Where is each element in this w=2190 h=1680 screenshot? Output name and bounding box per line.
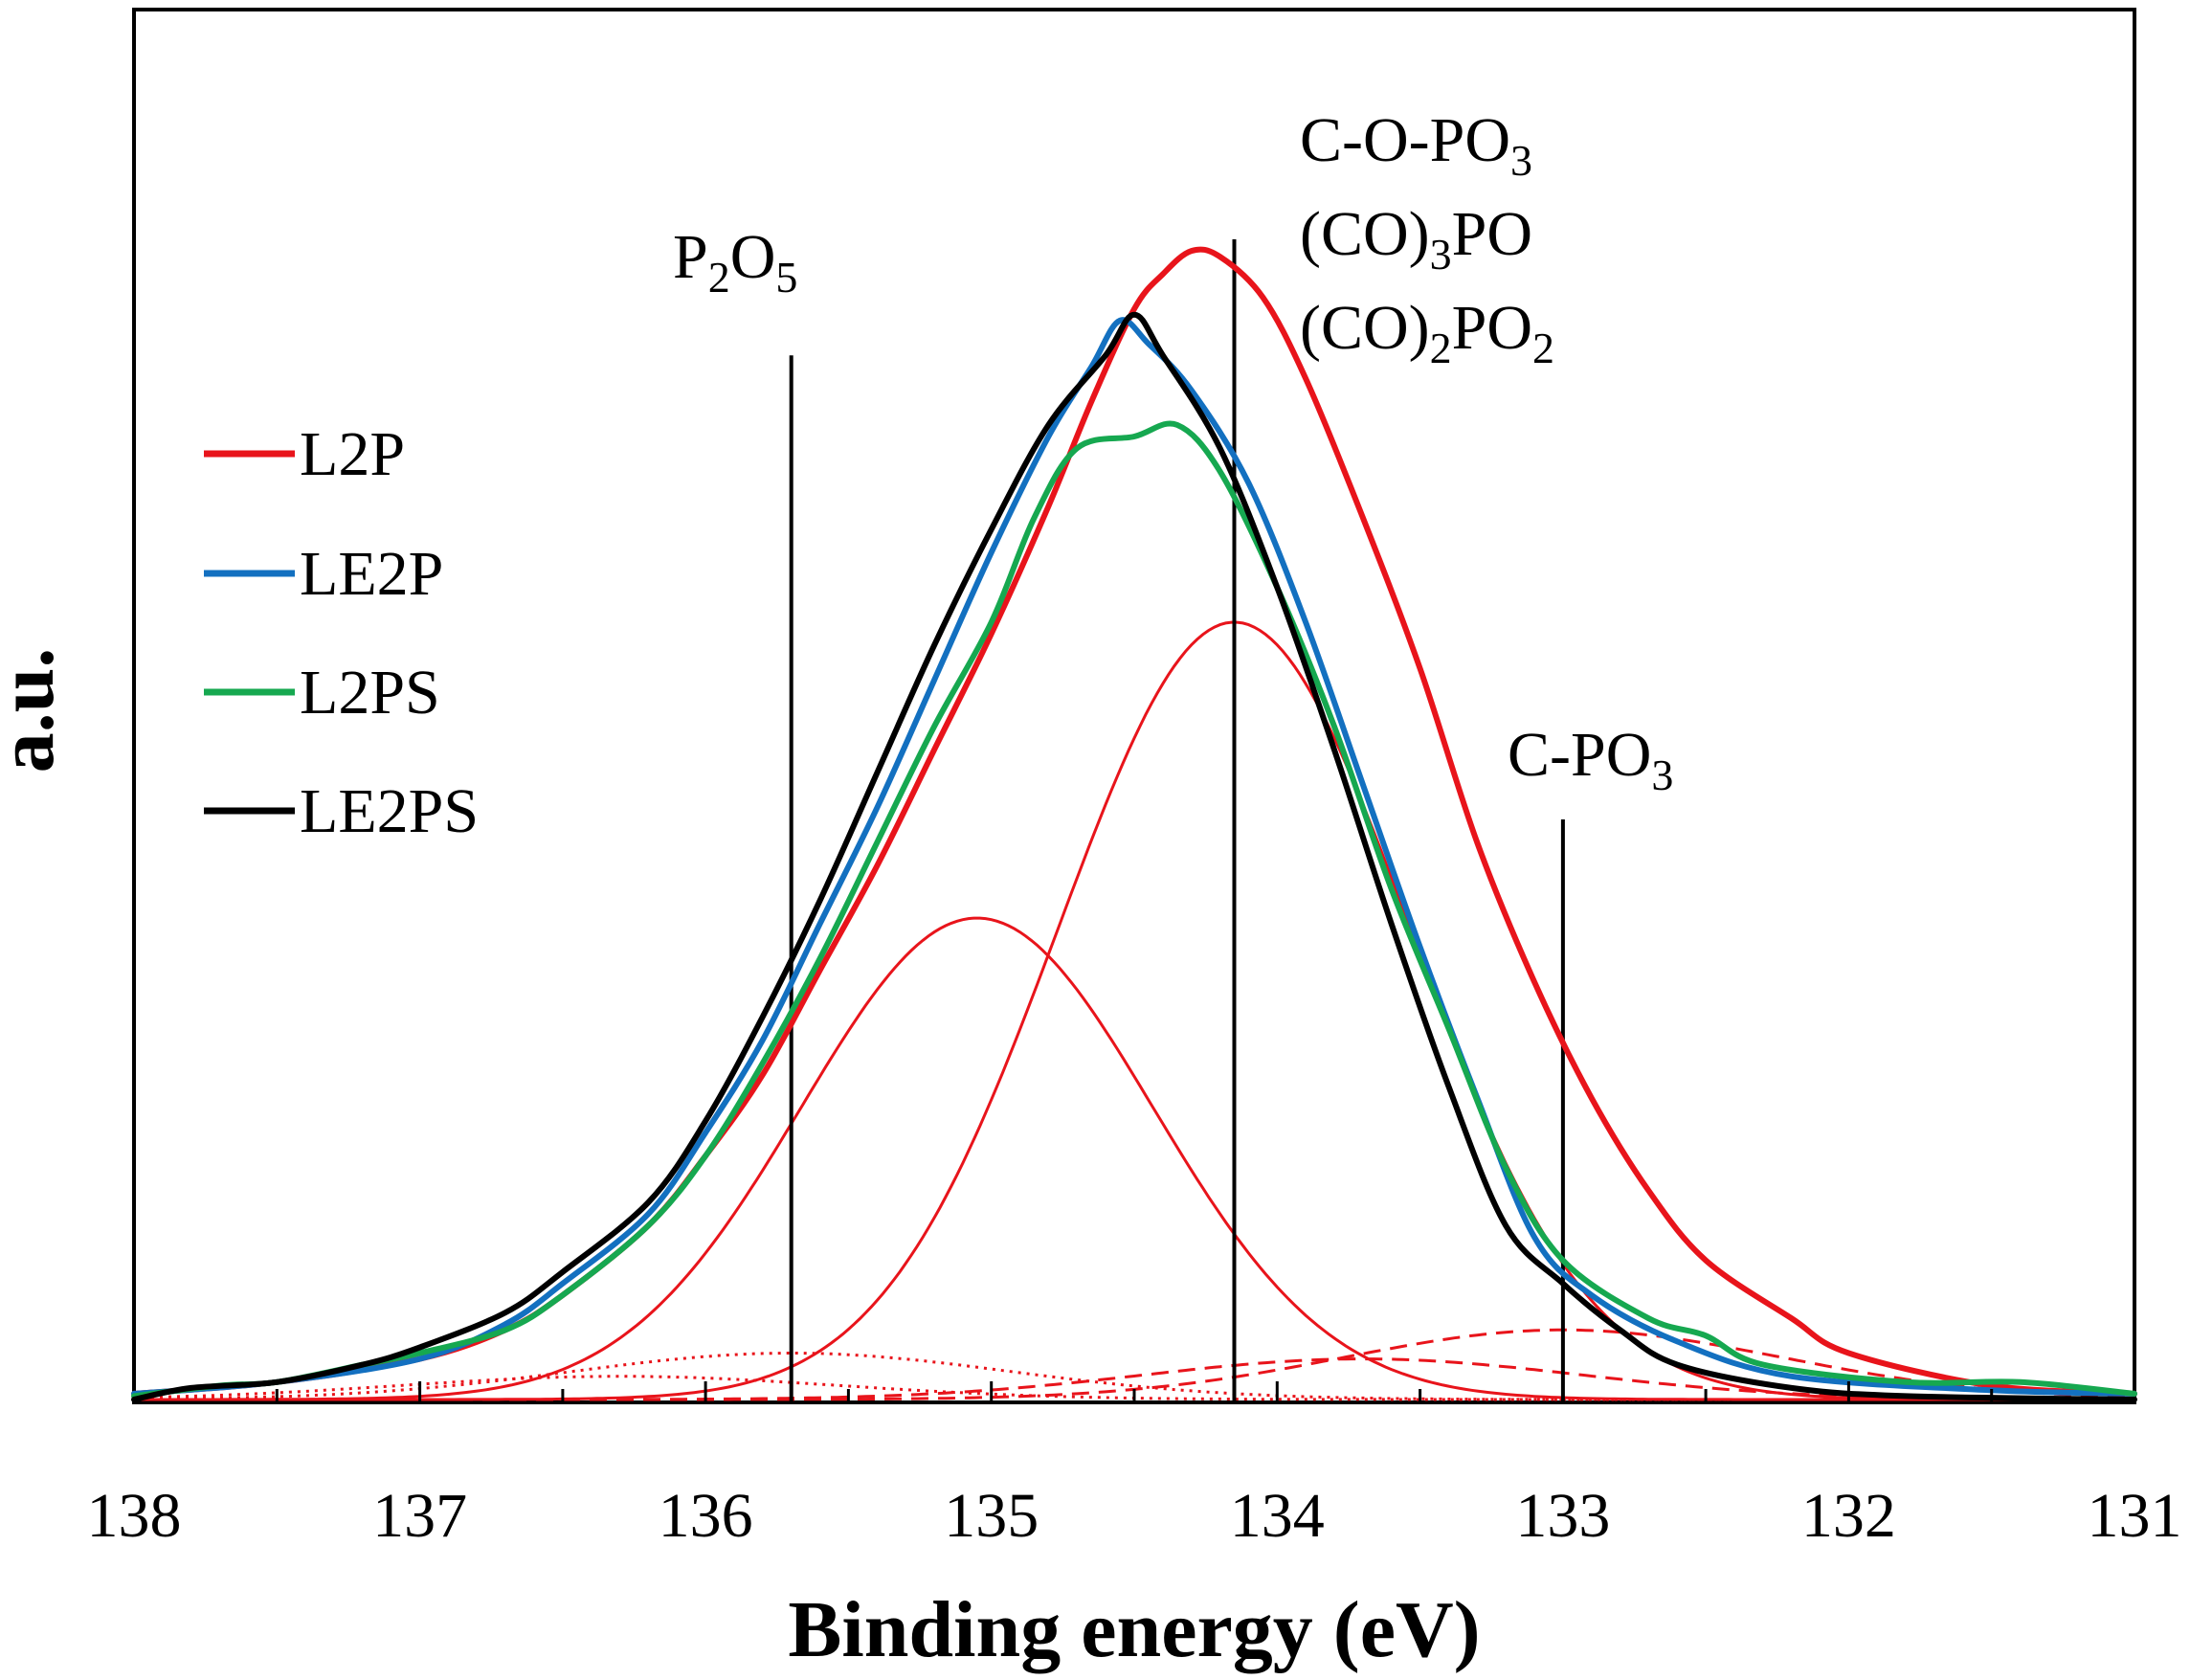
legend: L2P LE2P L2PS LE2PS — [204, 419, 479, 846]
legend-label-le2ps: LE2PS — [300, 776, 479, 846]
peak-annotations: P2O5 C-O-PO3 (CO)3PO (CO)2PO2 C-PO3 — [673, 105, 1673, 799]
annotation-p2o5: P2O5 — [673, 222, 797, 302]
fit-component-line — [134, 620, 2134, 1401]
x-tick-label: 131 — [2088, 1481, 2182, 1551]
legend-label-l2p: L2P — [300, 419, 405, 489]
legend-label-l2ps: L2PS — [300, 658, 440, 728]
fit-components — [133, 620, 2135, 1401]
x-tick-label: 132 — [1801, 1481, 1896, 1551]
series-line — [131, 317, 2137, 1397]
reference-lines — [789, 239, 1565, 1402]
x-tick-label: 137 — [372, 1481, 467, 1551]
fit-component-line — [133, 1352, 2134, 1401]
legend-label-le2p: LE2P — [300, 539, 443, 609]
x-axis-ticks — [275, 1381, 1994, 1402]
series-line — [131, 311, 2137, 1402]
x-tick-label: 136 — [659, 1481, 753, 1551]
series-lines — [131, 246, 2137, 1402]
series-line — [131, 420, 2137, 1400]
annotation-c-po3: C-PO3 — [1508, 720, 1673, 799]
y-axis-title: a.u. — [0, 648, 71, 773]
annotation-co3po: (CO)3PO — [1300, 199, 1532, 279]
x-tick-label: 134 — [1230, 1481, 1325, 1551]
x-axis-title: Binding energy (eV) — [788, 1585, 1480, 1674]
fit-component-line — [134, 1357, 2134, 1401]
fit-component-line — [134, 916, 2134, 1401]
x-tick-labels: 138 137 136 135 134 133 132 131 — [87, 1481, 2182, 1551]
x-tick-label: 135 — [944, 1481, 1039, 1551]
annotation-c-o-po3: C-O-PO3 — [1300, 105, 1532, 185]
x-tick-label: 133 — [1515, 1481, 1610, 1551]
x-tick-label: 138 — [87, 1481, 182, 1551]
annotation-co2po2: (CO)2PO2 — [1300, 293, 1554, 372]
